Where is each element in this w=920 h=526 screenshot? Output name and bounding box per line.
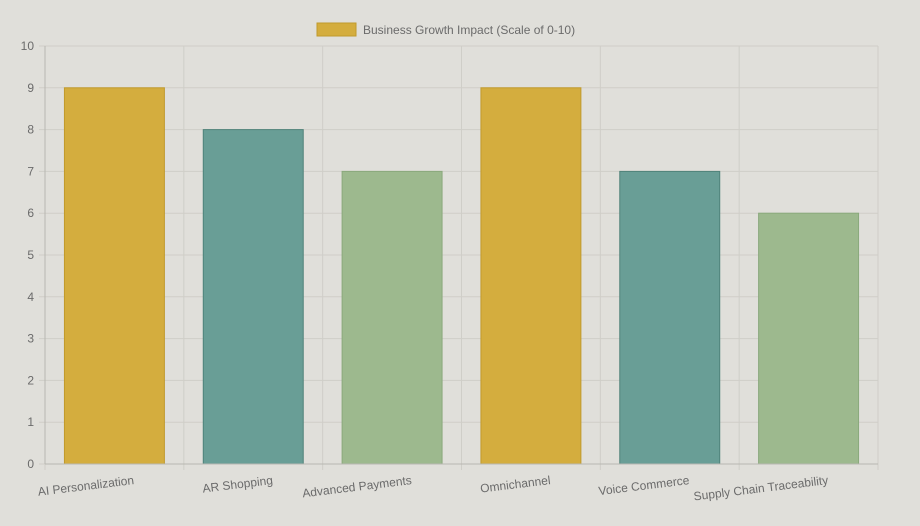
x-tick-label: Advanced Payments bbox=[302, 473, 413, 500]
bar[interactable] bbox=[202, 129, 304, 465]
bar[interactable] bbox=[619, 170, 721, 465]
bar[interactable] bbox=[341, 170, 443, 465]
y-tick-label: 10 bbox=[21, 39, 35, 53]
bars bbox=[63, 87, 860, 465]
x-tick-label: AR Shopping bbox=[202, 473, 274, 496]
y-tick-label: 5 bbox=[27, 248, 34, 262]
y-tick-label: 0 bbox=[27, 457, 34, 471]
y-tick-label: 4 bbox=[27, 290, 34, 304]
bar[interactable] bbox=[480, 87, 582, 465]
legend-label[interactable]: Business Growth Impact (Scale of 0-10) bbox=[363, 23, 575, 37]
x-tick-labels: AI Personalization AR Shopping Advanced Pa… bbox=[37, 473, 829, 503]
x-tick-label: Voice Commerce bbox=[598, 473, 691, 498]
y-tick-labels: 0 1 2 3 4 5 6 7 8 9 10 bbox=[21, 39, 35, 471]
y-tick-label: 3 bbox=[27, 332, 34, 346]
y-tick-label: 7 bbox=[27, 164, 34, 178]
x-tick-label: Omnichannel bbox=[479, 473, 551, 496]
legend[interactable]: Business Growth Impact (Scale of 0-10) bbox=[316, 22, 575, 37]
y-tick-label: 9 bbox=[27, 81, 34, 95]
x-tick-label: Supply Chain Traceability bbox=[693, 473, 829, 503]
y-tick-label: 8 bbox=[27, 123, 34, 137]
y-tick-label: 6 bbox=[27, 206, 34, 220]
legend-swatch[interactable] bbox=[316, 22, 357, 37]
bar[interactable] bbox=[63, 87, 165, 465]
bar[interactable] bbox=[758, 212, 860, 465]
y-tick-label: 2 bbox=[27, 373, 34, 387]
x-tick-label: AI Personalization bbox=[37, 473, 135, 499]
axes bbox=[44, 46, 878, 465]
y-tick-label: 1 bbox=[27, 415, 34, 429]
